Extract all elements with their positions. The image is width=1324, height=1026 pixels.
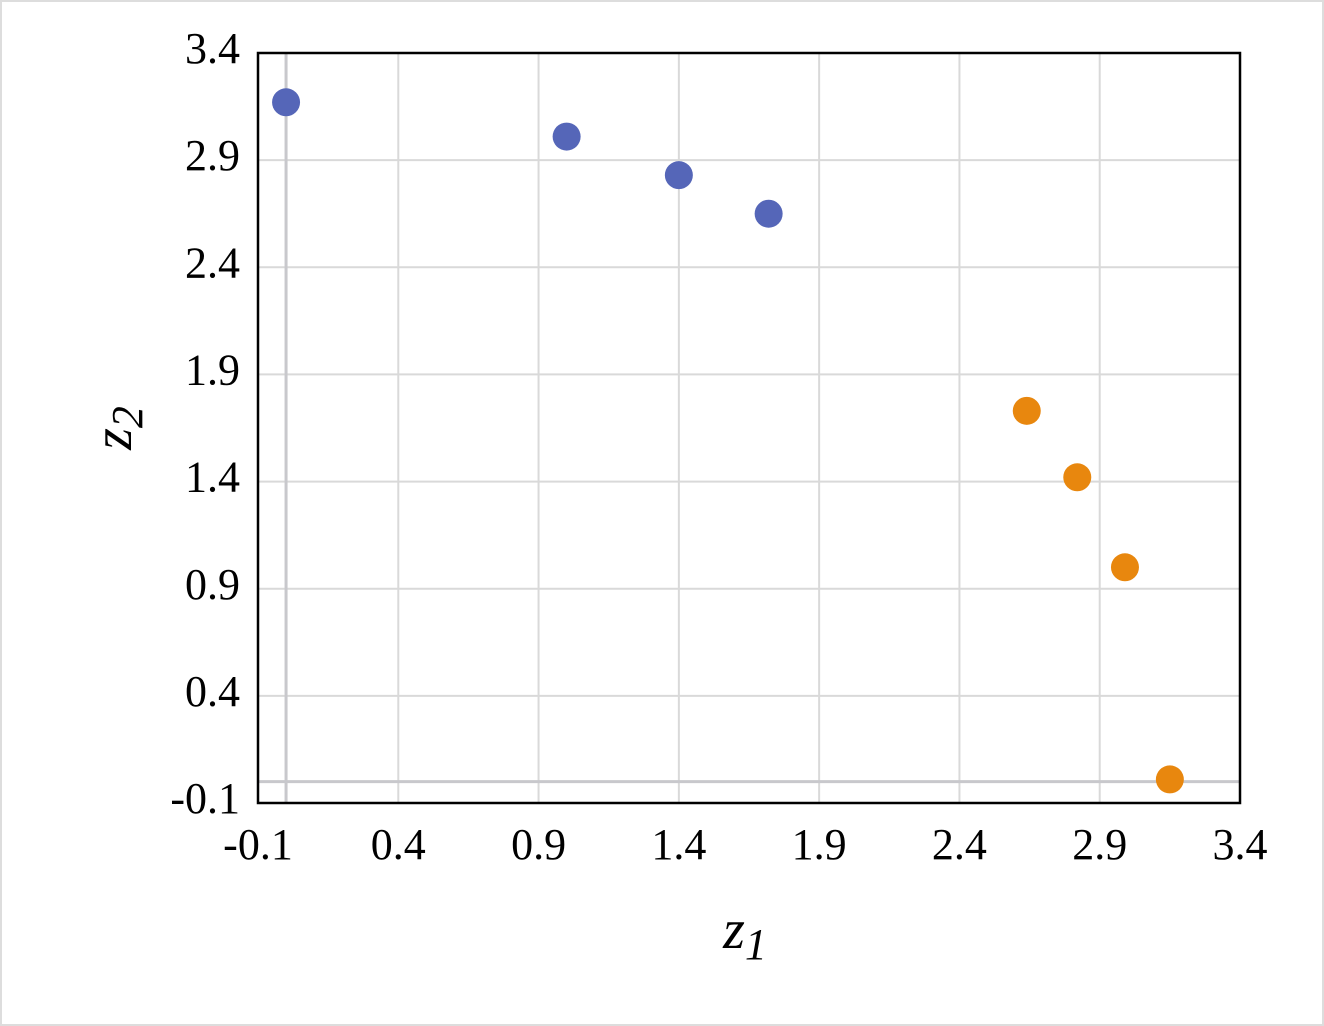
axis-label-sub: 1 xyxy=(745,920,767,969)
x-tick-label: -0.1 xyxy=(223,820,293,869)
x-tick-label: 1.4 xyxy=(651,820,706,869)
axis-label: z2 xyxy=(82,406,152,451)
plot-border xyxy=(256,51,1242,805)
y-tick-label: 3.4 xyxy=(185,24,240,73)
y-tick-label: 2.9 xyxy=(185,131,240,180)
point xyxy=(754,199,783,228)
y-tick-label: 0.9 xyxy=(185,560,240,609)
axis-label-main: z xyxy=(82,428,144,451)
point xyxy=(272,88,301,117)
x-tick-label: 0.4 xyxy=(371,820,426,869)
point xyxy=(1063,463,1092,492)
y-tick-label: 0.4 xyxy=(185,667,240,716)
x-tick-label: 1.9 xyxy=(792,820,847,869)
point xyxy=(1012,396,1041,425)
point xyxy=(664,161,693,190)
x-tick-label: 2.4 xyxy=(932,820,987,869)
point xyxy=(552,122,581,151)
point xyxy=(1155,765,1184,794)
x-tick-label: 3.4 xyxy=(1213,820,1268,869)
y-tick-label: 1.9 xyxy=(185,346,240,395)
axis-label-main: z xyxy=(722,899,745,961)
y-tick-label: 2.4 xyxy=(185,238,240,287)
y-tick-label: -0.1 xyxy=(170,774,240,823)
x-tick-label: 0.9 xyxy=(511,820,566,869)
y-tick-label: 1.4 xyxy=(185,453,240,502)
point xyxy=(1110,553,1139,582)
axis-label: z1 xyxy=(722,899,767,969)
x-tick-label: 2.9 xyxy=(1072,820,1127,869)
axis-label-sub: 2 xyxy=(103,406,152,428)
